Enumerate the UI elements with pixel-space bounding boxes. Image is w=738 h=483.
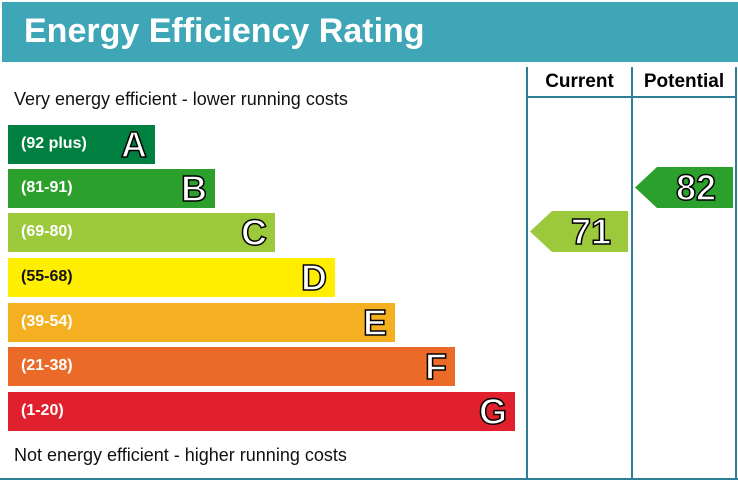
bottom-border	[0, 478, 738, 480]
band-range: (1-20)	[21, 402, 64, 419]
arrow-shape	[635, 167, 733, 208]
band-range: (69-80)	[21, 223, 73, 240]
potential-rating-arrow: 82	[635, 166, 733, 209]
column-divider	[631, 67, 633, 479]
band-range: (81-91)	[21, 179, 73, 196]
band-range: (92 plus)	[21, 135, 87, 152]
band-bar-f: (21-38) F	[8, 346, 455, 387]
current-rating-arrow: 71	[530, 210, 628, 253]
bottom-note: Not energy efficient - higher running co…	[14, 445, 347, 465]
band-letter: B	[180, 168, 208, 209]
band-range: (39-54)	[21, 313, 73, 330]
header-divider	[526, 96, 737, 98]
column-divider	[526, 67, 528, 479]
band-bar-b: (81-91) B	[8, 168, 215, 209]
band-bar-g: (1-20) G	[8, 391, 515, 432]
band-letter: A	[120, 124, 148, 165]
potential-rating-value: 82	[675, 166, 717, 209]
column-divider	[735, 67, 737, 479]
band-letter: F	[424, 346, 448, 387]
band-letter: E	[362, 302, 388, 343]
band-letter: G	[478, 391, 508, 432]
band-bar-e: (39-54) E	[8, 302, 395, 343]
header-banner: Energy Efficiency Rating	[2, 2, 738, 62]
arrow-shape	[530, 211, 628, 252]
potential-column-header: Potential	[643, 71, 725, 92]
chart-title: Energy Efficiency Rating	[24, 12, 425, 50]
current-rating-value: 71	[570, 210, 612, 253]
band-letter: D	[300, 257, 328, 298]
band-bar-a: (92 plus) A	[8, 124, 155, 165]
band-bar-d: (55-68) D	[8, 257, 335, 298]
current-column-header: Current	[545, 71, 614, 92]
top-note: Very energy efficient - lower running co…	[14, 89, 348, 109]
band-range: (55-68)	[21, 268, 73, 285]
band-letter: C	[240, 212, 268, 253]
band-range: (21-38)	[21, 357, 73, 374]
band-bar-c: (69-80) C	[8, 212, 275, 253]
